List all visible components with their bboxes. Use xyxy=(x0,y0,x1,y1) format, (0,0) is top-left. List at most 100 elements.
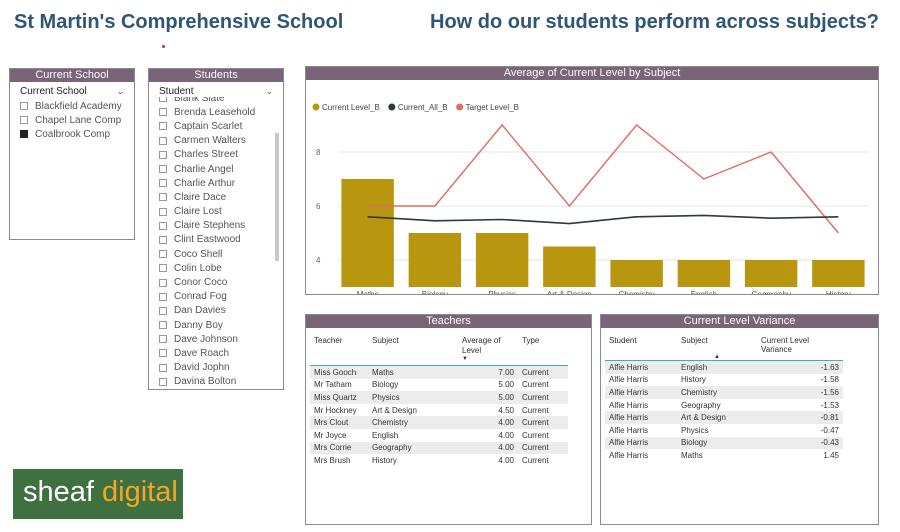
column-header-average-level[interactable]: Average of Level ▼ xyxy=(458,333,518,366)
checkbox[interactable] xyxy=(159,335,167,344)
page-question-title: How do our students perform across subje… xyxy=(430,11,879,33)
student-option[interactable]: Claire Stephens xyxy=(149,219,273,233)
student-option[interactable]: Coco Shell xyxy=(149,247,273,261)
school-option[interactable]: Chapel Lane Comp xyxy=(10,113,134,127)
column-header-subject[interactable]: Subject xyxy=(372,336,399,345)
table-row[interactable]: Alfie Harris English -1.63 xyxy=(605,360,843,374)
checkbox[interactable] xyxy=(159,165,167,174)
table-cell: -0.47 xyxy=(820,425,839,435)
student-option[interactable]: Conrad Fog xyxy=(149,290,273,304)
column-header-student[interactable]: Student xyxy=(609,336,637,345)
checkbox[interactable] xyxy=(159,207,167,216)
chevron-down-icon[interactable]: ⌄ xyxy=(116,86,124,96)
column-header-type[interactable]: Type xyxy=(522,336,540,345)
checkbox[interactable] xyxy=(159,221,167,230)
table-cell: Chemistry xyxy=(677,386,757,399)
school-option[interactable]: Coalbrook Comp xyxy=(10,127,134,141)
table-row[interactable]: Mr Hockney Art & Design 4.50 Current xyxy=(310,404,568,417)
student-option[interactable]: Carmen Walters xyxy=(149,134,273,148)
student-option[interactable]: Captain Scarlet xyxy=(149,119,273,133)
column-header-subject[interactable]: Subject xyxy=(681,336,708,345)
checkbox[interactable] xyxy=(159,108,167,117)
column-header-teacher[interactable]: Teacher xyxy=(314,336,343,345)
student-option[interactable]: Davina Bolton xyxy=(149,375,273,387)
student-option[interactable]: Dave Roach xyxy=(149,346,273,360)
student-option-label: Coco Shell xyxy=(174,248,223,260)
chart-bar xyxy=(475,233,529,287)
table-row[interactable]: Alfie Harris Art & Design -0.81 xyxy=(605,411,843,424)
checkbox[interactable] xyxy=(159,97,167,103)
table-row[interactable]: Alfie Harris Biology -0.43 xyxy=(605,436,843,450)
x-tick-label: History xyxy=(826,290,851,294)
student-option[interactable]: Charlie Arthur xyxy=(149,176,273,190)
checkbox[interactable] xyxy=(159,250,167,259)
student-option[interactable]: David Jophn xyxy=(149,361,273,375)
student-option[interactable]: Conor Coco xyxy=(149,275,273,289)
x-tick-label: Chemistry xyxy=(619,290,655,294)
table-row[interactable]: Mrs Clout Chemistry 4.00 Current xyxy=(310,416,568,429)
checkbox[interactable] xyxy=(159,264,167,273)
table-row[interactable]: Alfie Harris History -1.58 xyxy=(605,374,843,387)
checkbox[interactable] xyxy=(20,116,28,125)
student-option[interactable]: Colin Lobe xyxy=(149,261,273,275)
student-list-scrollbar[interactable] xyxy=(275,133,279,261)
current-all-line xyxy=(367,214,839,225)
table-row[interactable]: Mr Tatham Biology 5.00 Current xyxy=(310,379,568,392)
student-option-label: Dan Davies xyxy=(174,305,226,317)
table-cell: Physics xyxy=(368,391,458,404)
table-cell: Maths xyxy=(368,365,458,379)
chevron-down-icon[interactable]: ⌄ xyxy=(265,86,273,96)
student-list[interactable]: Blank Slate Brenda Leasehold Captain Scarl… xyxy=(149,97,273,387)
table-cell: 5.00 xyxy=(498,380,514,390)
student-option-label: Conrad Fog xyxy=(174,291,227,303)
current-school-dropdown[interactable]: Current School ⌄ xyxy=(10,82,134,99)
chart-bar xyxy=(341,179,394,287)
student-option[interactable]: Clint Eastwood xyxy=(149,233,273,247)
student-option[interactable]: Claire Lost xyxy=(149,205,273,219)
table-row[interactable]: Alfie Harris Geography -1.53 xyxy=(605,399,843,412)
table-cell: Current xyxy=(518,391,568,404)
table-row[interactable]: Alfie Harris Physics -0.47 xyxy=(605,424,843,437)
checkbox[interactable] xyxy=(159,136,167,145)
student-option[interactable]: Blank Slate xyxy=(149,97,273,105)
table-cell: Miss Gooch xyxy=(310,365,368,379)
student-option[interactable]: Brenda Leasehold xyxy=(149,105,273,119)
checkbox[interactable] xyxy=(159,349,167,358)
table-cell: 4.00 xyxy=(458,441,518,455)
checkbox[interactable] xyxy=(159,122,167,131)
legend-marker xyxy=(456,103,464,111)
table-row[interactable]: Mrs Corrie Geography 4.00 Current xyxy=(310,441,568,455)
student-option[interactable]: Charles Street xyxy=(149,148,273,162)
checkbox[interactable] xyxy=(20,102,28,111)
table-cell: History xyxy=(681,375,706,385)
student-option[interactable]: Danny Boy xyxy=(149,318,273,332)
student-option[interactable]: Claire Dace xyxy=(149,190,273,204)
checkbox[interactable] xyxy=(159,377,167,386)
checkbox[interactable] xyxy=(20,130,28,139)
student-option-label: Blank Slate xyxy=(174,97,225,104)
table-row[interactable]: Mrs Brush History 4.00 Current xyxy=(310,454,568,467)
table-row[interactable]: Mr Joyce English 4.00 Current xyxy=(310,429,568,442)
checkbox[interactable] xyxy=(159,321,167,330)
checkbox[interactable] xyxy=(159,179,167,188)
checkbox[interactable] xyxy=(159,150,167,159)
column-header-variance[interactable]: Current Level Variance ▲ xyxy=(714,333,843,361)
checkbox[interactable] xyxy=(159,193,167,202)
table-cell: 5.00 xyxy=(458,391,518,404)
current-school-slicer: Current School Current School ⌄ Blackfie… xyxy=(9,68,135,240)
checkbox[interactable] xyxy=(159,363,167,372)
checkbox[interactable] xyxy=(159,235,167,244)
checkbox[interactable] xyxy=(159,292,167,301)
student-option[interactable]: Charlie Angel xyxy=(149,162,273,176)
table-row[interactable]: Alfie Harris Chemistry -1.56 xyxy=(605,386,843,399)
student-option[interactable]: Dan Davies xyxy=(149,304,273,318)
school-option[interactable]: Blackfield Academy xyxy=(10,99,134,113)
table-row[interactable]: Miss Gooch Maths 7.00 Current xyxy=(310,365,568,379)
checkbox[interactable] xyxy=(159,306,167,315)
table-row[interactable]: Alfie Harris Maths 1.45 xyxy=(605,449,843,462)
student-option[interactable]: Dave Johnson xyxy=(149,332,273,346)
chart-bar xyxy=(543,246,596,287)
student-dropdown[interactable]: Student ⌄ xyxy=(149,82,283,99)
checkbox[interactable] xyxy=(159,278,167,287)
table-row[interactable]: Miss Quartz Physics 5.00 Current xyxy=(310,391,568,404)
